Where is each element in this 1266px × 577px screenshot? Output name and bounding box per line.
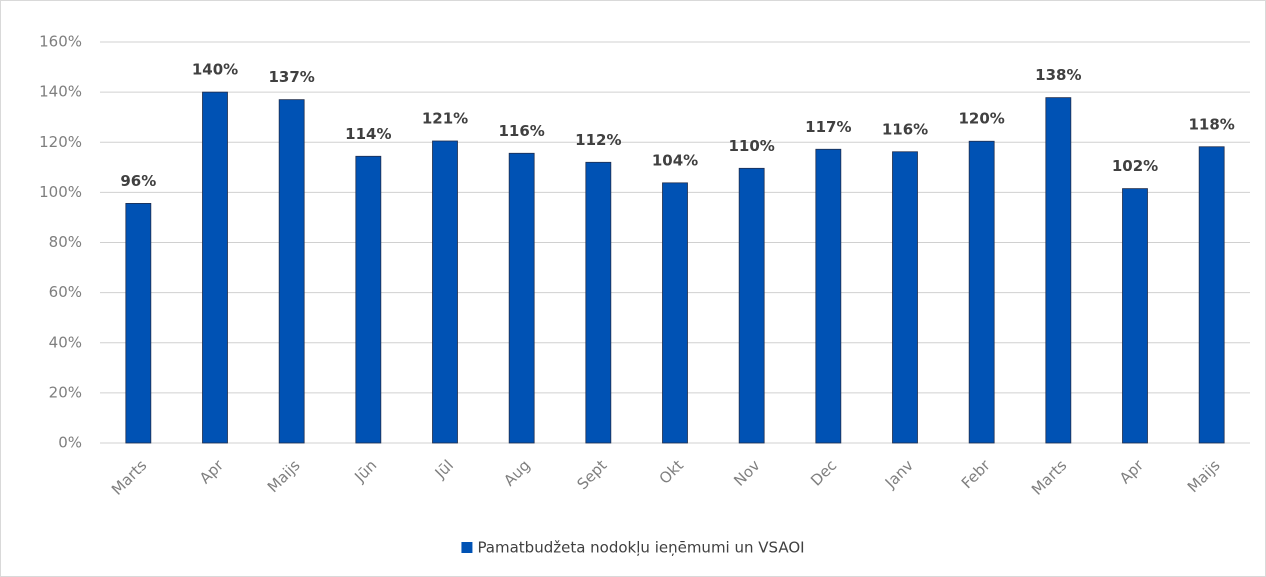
y-tick-label: 0% [58,434,82,452]
y-tick-label: 20% [49,383,82,401]
bar [815,148,842,444]
bar [892,151,918,444]
data-label: 116% [882,120,928,138]
data-label: 112% [575,131,621,149]
data-label: 118% [1188,115,1234,133]
y-tick-label: 160% [39,33,82,51]
data-label: 104% [652,151,698,169]
data-label: 138% [1035,66,1081,84]
data-label: 117% [805,118,851,136]
bar [1045,97,1072,444]
bar [585,161,612,444]
y-tick-label: 40% [49,333,82,351]
bar [508,152,535,444]
y-tick-label: 140% [39,83,82,101]
y-tick-label: 60% [49,283,82,301]
data-label: 110% [728,137,774,155]
legend-label: Pamatbudžeta nodokļu ieņēmumi un VSAOI [477,539,804,557]
data-label: 102% [1112,157,1158,175]
bar [1122,188,1148,444]
bar [355,155,382,444]
bar [738,167,765,444]
bar [125,203,152,444]
bar [278,99,305,444]
bar [1198,146,1225,444]
bar [432,140,458,444]
data-label: 120% [958,110,1004,128]
data-label: 137% [268,68,314,86]
y-tick-label: 120% [39,133,82,151]
bar [662,182,688,444]
y-tick-label: 100% [39,183,82,201]
data-label: 140% [192,61,238,79]
bar [202,91,228,444]
bar [968,140,995,444]
data-label: 116% [498,122,544,140]
legend-swatch [461,542,473,553]
data-label: 96% [120,172,156,190]
data-label: 114% [345,125,391,143]
y-tick-label: 80% [49,233,82,251]
data-label: 121% [422,109,468,127]
